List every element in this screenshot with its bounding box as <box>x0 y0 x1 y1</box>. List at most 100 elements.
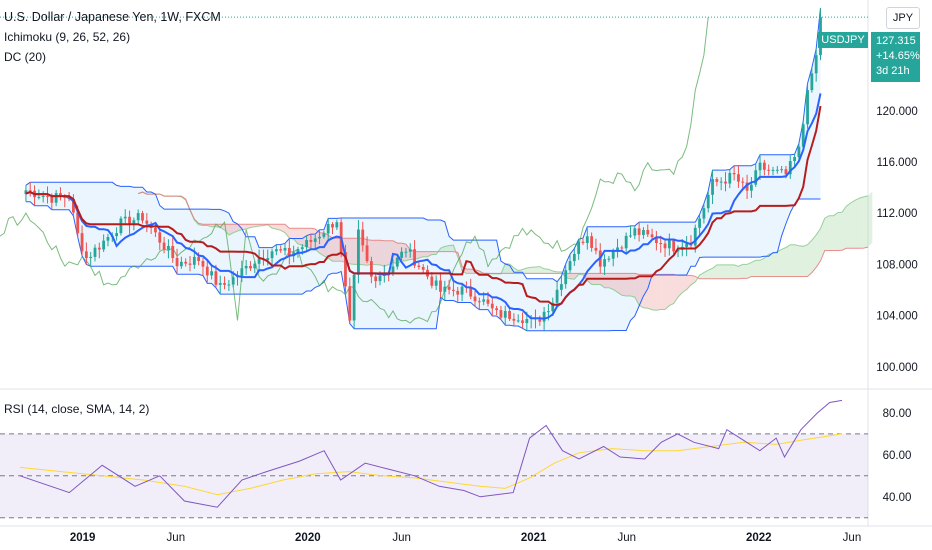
candle-body <box>693 227 697 246</box>
ichimoku-cloud-segment <box>608 273 614 290</box>
candle-body <box>175 257 179 267</box>
candle-body <box>240 268 244 277</box>
candle-body <box>559 284 563 290</box>
candle-body <box>477 301 481 303</box>
ichimoku-cloud-segment <box>682 275 687 293</box>
candle-body <box>672 240 676 252</box>
ichimoku-cloud-segment <box>449 245 454 252</box>
ichimoku-cloud-segment <box>630 273 635 298</box>
candle-body <box>771 169 775 171</box>
ichimoku-cloud-segment <box>570 273 575 280</box>
candle-body <box>309 240 313 242</box>
candle-body <box>287 247 291 257</box>
ichimoku-cloud-segment <box>773 251 778 277</box>
ichimoku-cloud-segment <box>289 228 294 239</box>
candle-body <box>93 247 97 257</box>
candle-body <box>654 237 658 244</box>
candle-body <box>266 258 270 261</box>
ichimoku-cloud-segment <box>310 228 316 250</box>
candle-body <box>188 263 192 265</box>
candle-body <box>46 195 49 197</box>
candle-body <box>572 253 576 262</box>
ichimoku-cloud-segment <box>738 264 743 279</box>
ichimoku-cloud-segment <box>768 253 773 277</box>
symbol-tag: USDJPY <box>818 32 868 48</box>
candle-body <box>102 240 106 250</box>
ichimoku-cloud-segment <box>863 195 868 249</box>
ichimoku-cloud-segment <box>548 269 553 274</box>
candle-body <box>50 196 54 203</box>
candle-body <box>775 169 779 171</box>
candle-body <box>719 181 723 183</box>
ichimoku-cloud-segment <box>708 268 713 279</box>
ichimoku-cloud-segment <box>427 251 432 257</box>
donchian-legend[interactable]: DC (20) <box>4 50 47 64</box>
ichimoku-cloud-segment <box>833 212 838 251</box>
candle-body <box>171 246 175 258</box>
ichimoku-cloud-segment <box>466 269 471 274</box>
time-axis-tick-label: 2019 <box>70 532 96 544</box>
candle-body <box>28 190 32 192</box>
ichimoku-cloud-segment <box>375 240 380 265</box>
time-axis-tick-label: 2022 <box>746 532 772 544</box>
ichimoku-cloud-segment <box>716 264 722 279</box>
candle-body <box>607 258 611 260</box>
candle-body <box>141 213 144 221</box>
candle-body <box>659 243 663 245</box>
candle-body <box>715 179 719 182</box>
price-axis-tick-label: 112.000 <box>877 208 918 220</box>
ichimoku-cloud-segment <box>440 246 445 252</box>
ichimoku-cloud-segment <box>747 262 752 279</box>
time-axis-tick-label: Jun <box>843 532 862 544</box>
rsi-legend[interactable]: RSI (14, close, SMA, 14, 2) <box>4 402 150 416</box>
ichimoku-cloud-segment <box>811 234 817 273</box>
candle-body <box>123 216 127 219</box>
candle-body <box>495 308 499 311</box>
candle-body <box>128 216 131 226</box>
candle-body <box>793 157 796 162</box>
candle-body <box>348 286 352 321</box>
price-pane <box>0 7 873 332</box>
price-axis-tick-label: 116.000 <box>877 157 918 169</box>
candle-body <box>253 263 257 269</box>
candle-body <box>296 249 300 253</box>
currency-button[interactable]: JPY <box>886 7 920 29</box>
candle-body <box>542 311 546 322</box>
ichimoku-cloud-segment <box>535 266 540 274</box>
candle-body <box>41 195 45 197</box>
ichimoku-cloud-segment <box>794 244 799 277</box>
rsi-axis-tick-label: 80.00 <box>883 408 912 420</box>
ichimoku-cloud-segment <box>276 224 281 231</box>
candle-body <box>503 311 507 318</box>
candle-body <box>335 222 339 228</box>
candle-body <box>525 319 529 324</box>
candle-body <box>629 235 632 237</box>
ichimoku-cloud-segment <box>729 264 735 279</box>
ichimoku-cloud-segment <box>639 274 644 308</box>
candle-body <box>724 181 727 184</box>
ichimoku-cloud-segment <box>786 244 791 277</box>
ichimoku-legend[interactable]: Ichimoku (9, 26, 52, 26) <box>4 30 131 44</box>
ichimoku-cloud-segment <box>380 240 385 267</box>
candle-body <box>274 249 278 252</box>
ichimoku-cloud-segment <box>755 260 760 277</box>
candle-body <box>616 247 619 251</box>
candle-body <box>499 310 503 318</box>
candle-body <box>305 240 309 248</box>
candle-body <box>400 251 404 258</box>
candle-body <box>646 230 650 235</box>
candle-body <box>283 247 287 251</box>
time-axis-tick-label: 2020 <box>295 532 321 544</box>
candle-body <box>413 249 416 266</box>
ichimoku-cloud-segment <box>816 228 821 268</box>
candle-body <box>737 174 740 182</box>
candle-body <box>257 258 261 264</box>
candle-body <box>667 240 671 249</box>
candle-body <box>231 277 235 285</box>
ichimoku-cloud-segment <box>626 273 631 296</box>
ichimoku-cloud-segment <box>721 264 726 279</box>
candle-body <box>806 90 809 125</box>
ichimoku-cloud-segment <box>734 264 739 279</box>
candle-body <box>205 266 209 276</box>
